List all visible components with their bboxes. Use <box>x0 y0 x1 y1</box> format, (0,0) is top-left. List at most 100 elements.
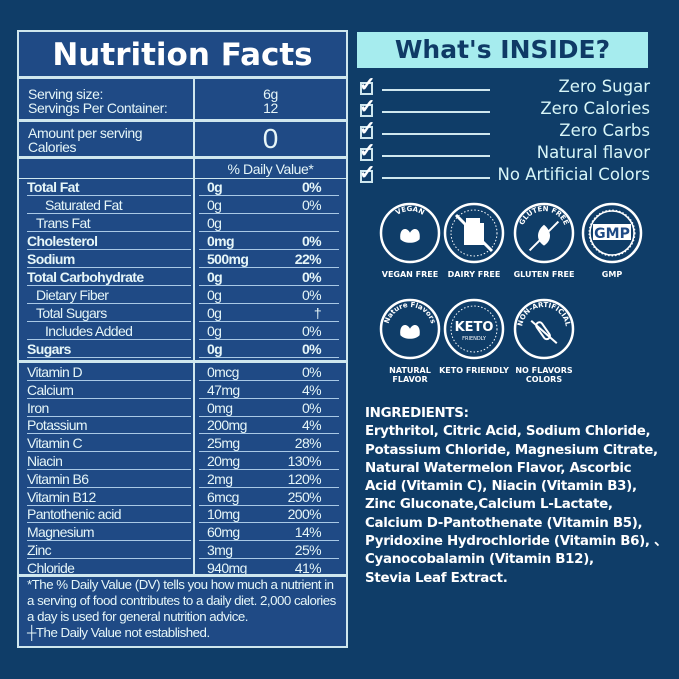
nutrient-cell: 200mg 4% <box>199 417 339 435</box>
nutrient-name: Vitamin B12 <box>27 489 191 506</box>
nutrient-amount: 3mg <box>207 542 233 558</box>
nutrient-name: Iron <box>27 400 191 417</box>
badge-ring-text-path: Nature Flavors <box>383 301 437 325</box>
badge-label: GLUTEN FREE <box>513 270 575 279</box>
badge: DAIRY FREE <box>439 202 509 279</box>
badge: NON-ARTIFICIAL NO FLAVORS COLORS <box>509 298 579 384</box>
ingredients-line: Potassium Chloride, Magnesium Citrate, <box>365 442 658 458</box>
nutrient-amount: 6mcg <box>207 488 239 505</box>
nutrient-cell: 10mg 200% <box>199 506 339 524</box>
divider <box>19 360 346 363</box>
nutrient-amount: 0g <box>207 197 222 213</box>
checklist-label: Zero Carbs <box>559 121 650 140</box>
nutrient-amount: 0mcg <box>207 364 239 380</box>
nutrient-name: Includes Added <box>27 323 191 340</box>
nutrient-cell: 0g 0% <box>199 179 339 196</box>
checklist-label: Natural flavor <box>536 143 650 162</box>
checkmark-icon: ✓ <box>359 140 376 162</box>
nutrient-dv: 0% <box>301 269 322 285</box>
nutrient-name: Vitamin D <box>27 364 191 381</box>
checkmark-icon: ✓ <box>359 74 376 96</box>
milk-carton-crossed-icon <box>443 202 505 264</box>
nutrient-name: Niacin <box>27 453 191 470</box>
nutrient-name: Vitamin B6 <box>27 471 191 488</box>
badge-label: DAIRY FREE <box>447 270 501 279</box>
checklist-item: ✓ No Artificial Colors <box>358 162 658 186</box>
badge-label: NATURAL FLAVOR <box>389 366 431 384</box>
ingredients-line: Pyridoxine Hydrochloride (Vitamin B6), 、 <box>365 534 668 550</box>
nutrient-dv: 0% <box>301 287 322 303</box>
nutrient-cell: 0g † <box>199 305 339 322</box>
badge: Nature Flavors NATURAL FLAVOR <box>375 298 445 384</box>
nutrient-dv: 0% <box>301 341 322 357</box>
nutrient-dv: 28% <box>294 435 322 452</box>
nutrient-dv: 0% <box>301 364 322 380</box>
badge-ring-text: VEGAN <box>394 205 426 217</box>
table-row: Total Fat 0g 0% <box>19 179 346 197</box>
ingredients-line: Natural Watermelon Flavor, Ascorbic <box>365 460 632 476</box>
nutrient-name: Total Fat <box>27 179 191 196</box>
ingredients-line: Cyanocobalamin (Vitamin B12), <box>365 552 594 568</box>
nutrient-cell: 0g 0% <box>199 269 339 286</box>
whats-inside-header: What's INSIDE? <box>357 32 648 68</box>
nutrient-amount: 940mg <box>207 559 247 576</box>
table-row: Zinc 3mg 25% <box>19 542 346 560</box>
table-row: Vitamin B12 6mcg 250% <box>19 489 346 507</box>
dv-header: % Daily Value* <box>227 161 314 177</box>
table-row: Total Carbohydrate 0g 0% <box>19 269 346 287</box>
table-row: Potassium 200mg 4% <box>19 417 346 435</box>
svg-text:KETO: KETO <box>455 320 494 335</box>
ingredients-line: Erythritol, Citric Acid, Sodium Chloride… <box>365 424 651 440</box>
table-row: Saturated Fat 0g 0% <box>19 197 346 215</box>
nutrient-dv: 25% <box>294 542 322 558</box>
nutrient-name: Vitamin C <box>27 435 191 453</box>
nutrient-cell: 25mg 28% <box>199 435 339 453</box>
checkbox-icon <box>360 104 373 117</box>
nutrient-amount: 0g <box>207 179 223 195</box>
checkmark-icon: ✓ <box>359 96 376 118</box>
nutrient-name: Total Sugars <box>27 305 191 322</box>
calories-label: Calories <box>28 139 77 155</box>
serving-size-value: 6g <box>263 86 278 102</box>
nutrient-amount: 0g <box>207 323 222 339</box>
badge-ring-text-path: VEGAN <box>394 205 426 217</box>
ingredients-line: Acid (Vitamin C), Niacin (Vitamin B3), <box>365 479 637 495</box>
ingredients-line: Stevia Leaf Extract. <box>365 570 508 586</box>
badge: GMP GMP <box>577 202 647 279</box>
table-row: Cholesterol 0mg 0% <box>19 233 346 251</box>
nutrition-facts-panel: Nutrition Facts Serving size: Servings P… <box>17 30 348 648</box>
nutrient-amount: 47mg <box>207 381 240 398</box>
nutrient-amount: 0mg <box>207 399 233 416</box>
table-row: Includes Added 0g 0% <box>19 323 346 341</box>
nutrient-name: Pantothenic acid <box>27 506 191 524</box>
nutrient-dv: 0% <box>301 323 322 339</box>
table-row: Vitamin C 25mg 28% <box>19 435 346 453</box>
badge-ring-text: NON-ARTIFICIAL <box>516 301 572 328</box>
svg-text:GMP: GMP <box>594 226 630 242</box>
divider <box>382 111 490 113</box>
badge: GLUTEN FREE GLUTEN FREE <box>509 202 579 279</box>
checkbox-icon <box>360 82 373 95</box>
checklist-label: Zero Calories <box>540 99 650 118</box>
badge-ring-text-path: GLUTEN FREE <box>518 205 570 227</box>
nutrient-dv: 22% <box>294 251 322 267</box>
table-row: Sugars 0g 0% <box>19 341 346 359</box>
badge: VEGAN VEGAN FREE <box>375 202 445 279</box>
nutrient-cell: 0mg 0% <box>199 233 339 250</box>
nutrient-cell: 47mg 4% <box>199 382 339 399</box>
badge-ring-text: Nature Flavors <box>383 301 437 325</box>
nutrient-name: Calcium <box>27 382 191 399</box>
nutrient-amount: 0g <box>207 215 222 231</box>
nutrient-cell: 0g <box>199 215 339 232</box>
nutrient-name: Cholesterol <box>27 233 191 250</box>
nutrient-cell: 0mcg 0% <box>199 364 339 381</box>
badge-label: GMP <box>601 270 623 279</box>
nutrient-cell: 500mg 22% <box>199 251 339 268</box>
nutrient-cell: 2mg 120% <box>199 471 339 488</box>
calories-value: 0 <box>262 123 279 154</box>
leaf-crossed-icon: GLUTEN FREE <box>513 202 575 264</box>
nutrient-dv: 120% <box>287 470 322 487</box>
svg-text:FRIENDLY: FRIENDLY <box>462 336 487 342</box>
divider <box>193 159 195 577</box>
nutrient-cell: 0g 0% <box>199 341 339 358</box>
